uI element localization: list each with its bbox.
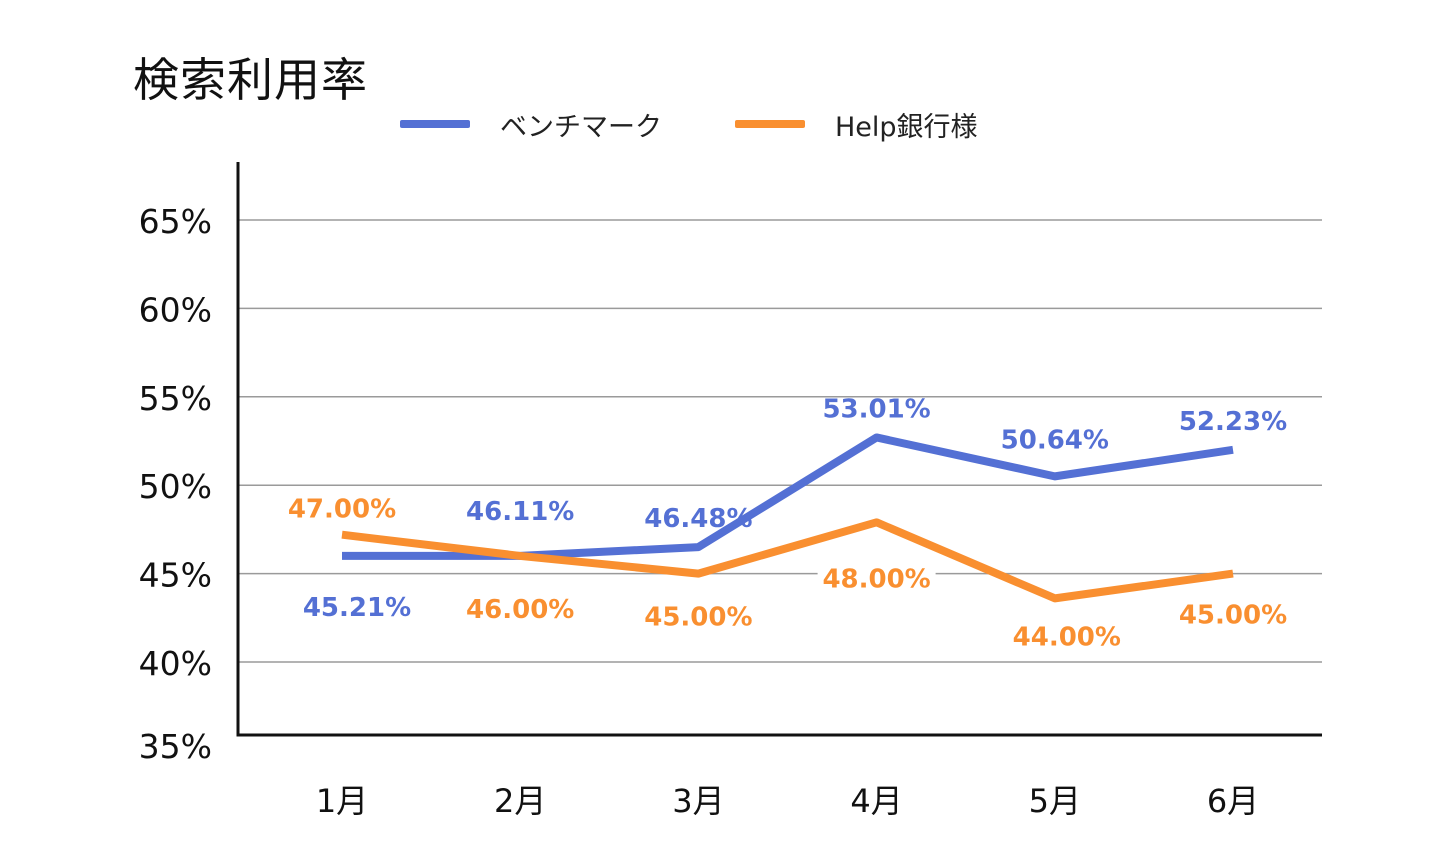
data-label-help-bank: 46.00% — [466, 595, 574, 625]
data-label-help-bank: 47.00% — [288, 495, 396, 525]
data-label-help-bank: 45.00% — [644, 603, 752, 633]
data-label-benchmark: 45.21% — [303, 593, 411, 623]
series-line-help-bank — [341, 518, 1234, 603]
data-label-benchmark: 50.64% — [1001, 425, 1109, 455]
y-tick-label: 40% — [139, 644, 212, 683]
legend-label-benchmark: ベンチマーク — [500, 111, 662, 143]
data-label-bg — [817, 561, 936, 596]
legend-swatch-help-bank — [735, 120, 805, 128]
y-tick-label: 45% — [139, 556, 212, 595]
data-label-help-bank: 44.00% — [1013, 622, 1121, 652]
data-label-benchmark: 46.11% — [466, 497, 574, 527]
y-tick-label: 55% — [139, 379, 212, 418]
legend-item-benchmark: ベンチマーク — [400, 106, 662, 143]
x-tick-label: 2月 — [494, 782, 546, 820]
y-tick-label: 50% — [139, 467, 212, 506]
data-label-benchmark: 46.48% — [644, 504, 752, 534]
data-label-help-bank: 48.00% — [822, 564, 930, 594]
x-tick-label: 3月 — [672, 782, 724, 820]
legend-item-help-bank: Help銀行様 — [735, 106, 978, 143]
data-label-benchmark: 53.01% — [822, 394, 930, 424]
x-tick-label: 4月 — [850, 782, 902, 820]
chart-title: 検索利用率 — [133, 53, 368, 107]
legend-label-help-bank: Help銀行様 — [835, 111, 978, 143]
x-tick-label: 5月 — [1029, 782, 1081, 820]
y-tick-label: 35% — [139, 727, 212, 766]
y-tick-label: 65% — [139, 202, 212, 241]
x-tick-label: 6月 — [1207, 782, 1259, 820]
legend-swatch-benchmark — [400, 120, 470, 128]
data-label-benchmark: 52.23% — [1179, 407, 1287, 437]
x-tick-label: 1月 — [316, 782, 368, 820]
data-label-help-bank: 45.00% — [1179, 601, 1287, 631]
y-tick-label: 60% — [139, 290, 212, 329]
